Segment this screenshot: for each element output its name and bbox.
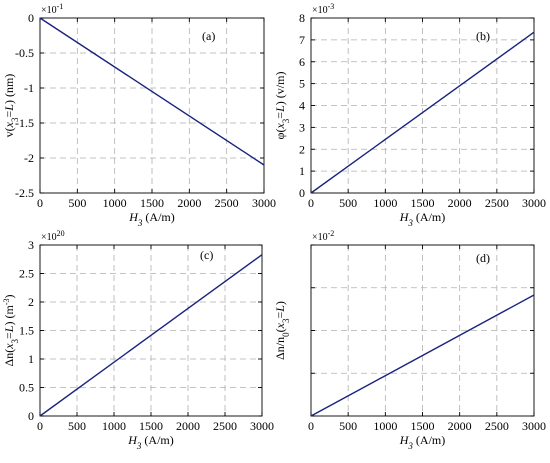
x-tick-label: 0 bbox=[308, 419, 314, 433]
x-tick-label: 0 bbox=[37, 419, 43, 433]
x-tick-label: 1500 bbox=[139, 419, 163, 433]
series-line bbox=[39, 254, 263, 417]
x-tick-label: 1000 bbox=[373, 419, 397, 433]
x-axis-label: H3 (A/m) bbox=[127, 433, 174, 451]
x-tick-label: 2500 bbox=[485, 196, 509, 210]
x-tick-label: 2000 bbox=[448, 419, 472, 433]
y-tick-label: 0 bbox=[299, 186, 305, 200]
x-axis-label: H3 (A/m) bbox=[128, 210, 175, 228]
axis-multiplier: ×1020 bbox=[41, 229, 65, 244]
y-tick-label: 3 bbox=[28, 238, 34, 252]
axis-multiplier: ×10-3 bbox=[312, 2, 334, 17]
y-tick-label: 0 bbox=[28, 11, 34, 25]
panel-label: (c) bbox=[200, 248, 213, 262]
plot-frame bbox=[39, 17, 265, 194]
y-tick-label: 3 bbox=[299, 120, 305, 134]
x-tick-label: 2000 bbox=[176, 419, 200, 433]
y-tick-label: -1.5 bbox=[15, 116, 34, 130]
x-tick-label: 500 bbox=[68, 419, 86, 433]
x-axis-label: H3 (A/m) bbox=[399, 210, 446, 228]
y-tick-label: 2.5 bbox=[19, 267, 34, 281]
y-axis-label: φ(x3=L) (v/m) bbox=[273, 72, 291, 140]
x-tick-label: 2500 bbox=[213, 419, 237, 433]
x-tick-label: 3000 bbox=[522, 196, 546, 210]
axis-multiplier: ×10-2 bbox=[312, 229, 334, 244]
x-tick-label: 500 bbox=[339, 419, 357, 433]
x-tick-label: 1000 bbox=[102, 419, 126, 433]
panel-d: 0 500 1000 1500 2000 2500 3000 ×10-2 H3 (A/m) Δn/… bbox=[273, 229, 546, 452]
y-axis-label: v(x3=L) (nm) bbox=[2, 74, 20, 138]
y-tick-label: 2 bbox=[299, 142, 305, 156]
y-tick-label: 1.5 bbox=[19, 324, 34, 338]
x-tick-label: 1000 bbox=[373, 196, 397, 210]
y-axis-label: Δn(x3=L) (m-3) bbox=[2, 294, 21, 366]
series-line bbox=[310, 31, 535, 194]
x-tick-label: 3000 bbox=[522, 419, 546, 433]
y-tick-label: 1 bbox=[28, 352, 34, 366]
axis-multiplier: ×10-1 bbox=[41, 2, 63, 17]
y-tick-label: 4 bbox=[299, 99, 305, 113]
x-tick-label: 1500 bbox=[411, 419, 435, 433]
x-tick-label: 1500 bbox=[140, 196, 164, 210]
x-tick-label: 3000 bbox=[252, 196, 276, 210]
x-tick-label: 500 bbox=[68, 196, 86, 210]
x-axis-label: H3 (A/m) bbox=[399, 433, 446, 451]
panel-c: 0 500 1000 1500 2000 2500 3000 0 0.5 1 1.5 2 2.5 3 ×10… bbox=[2, 229, 275, 452]
y-tick-label: 7 bbox=[299, 33, 305, 47]
panel-b: 0 500 1000 1500 2000 2500 3000 0 1 2 3 4 5 6 7 8 ×10-3 H3… bbox=[273, 2, 546, 229]
y-tick-label: 1 bbox=[299, 164, 305, 178]
x-tick-label: 2000 bbox=[448, 196, 472, 210]
x-tick-label: 1500 bbox=[411, 196, 435, 210]
y-tick-label: -2 bbox=[24, 151, 34, 165]
y-tick-label: -0.5 bbox=[15, 46, 34, 60]
x-tick-label: 0 bbox=[308, 196, 314, 210]
panel-label: (b) bbox=[476, 29, 490, 43]
y-tick-label: 0.5 bbox=[19, 381, 34, 395]
x-tick-label: 0 bbox=[37, 196, 43, 210]
y-tick-label: 5 bbox=[299, 77, 305, 91]
y-tick-label: 8 bbox=[299, 11, 305, 25]
panel-label: (a) bbox=[202, 29, 215, 43]
y-tick-label: -1 bbox=[24, 81, 34, 95]
panel-a: 0 500 1000 1500 2000 2500 3000 0 -0.5 -1 -1.5 -2 -2.… bbox=[2, 2, 276, 229]
y-tick-label: 0 bbox=[28, 409, 34, 423]
x-tick-label: 500 bbox=[339, 196, 357, 210]
x-tick-label: 3000 bbox=[250, 419, 274, 433]
x-tick-label: 2000 bbox=[177, 196, 201, 210]
x-tick-label: 2500 bbox=[215, 196, 239, 210]
y-tick-label: -2.5 bbox=[15, 186, 34, 200]
series-line bbox=[310, 294, 535, 417]
y-axis-label: Δn/n0(x3=L) bbox=[273, 301, 291, 360]
y-tick-label: 6 bbox=[299, 55, 305, 69]
x-tick-label: 2500 bbox=[485, 419, 509, 433]
panel-label: (d) bbox=[476, 251, 490, 265]
y-tick-label: 2 bbox=[28, 295, 34, 309]
x-tick-label: 1000 bbox=[103, 196, 127, 210]
series-line bbox=[39, 17, 265, 166]
